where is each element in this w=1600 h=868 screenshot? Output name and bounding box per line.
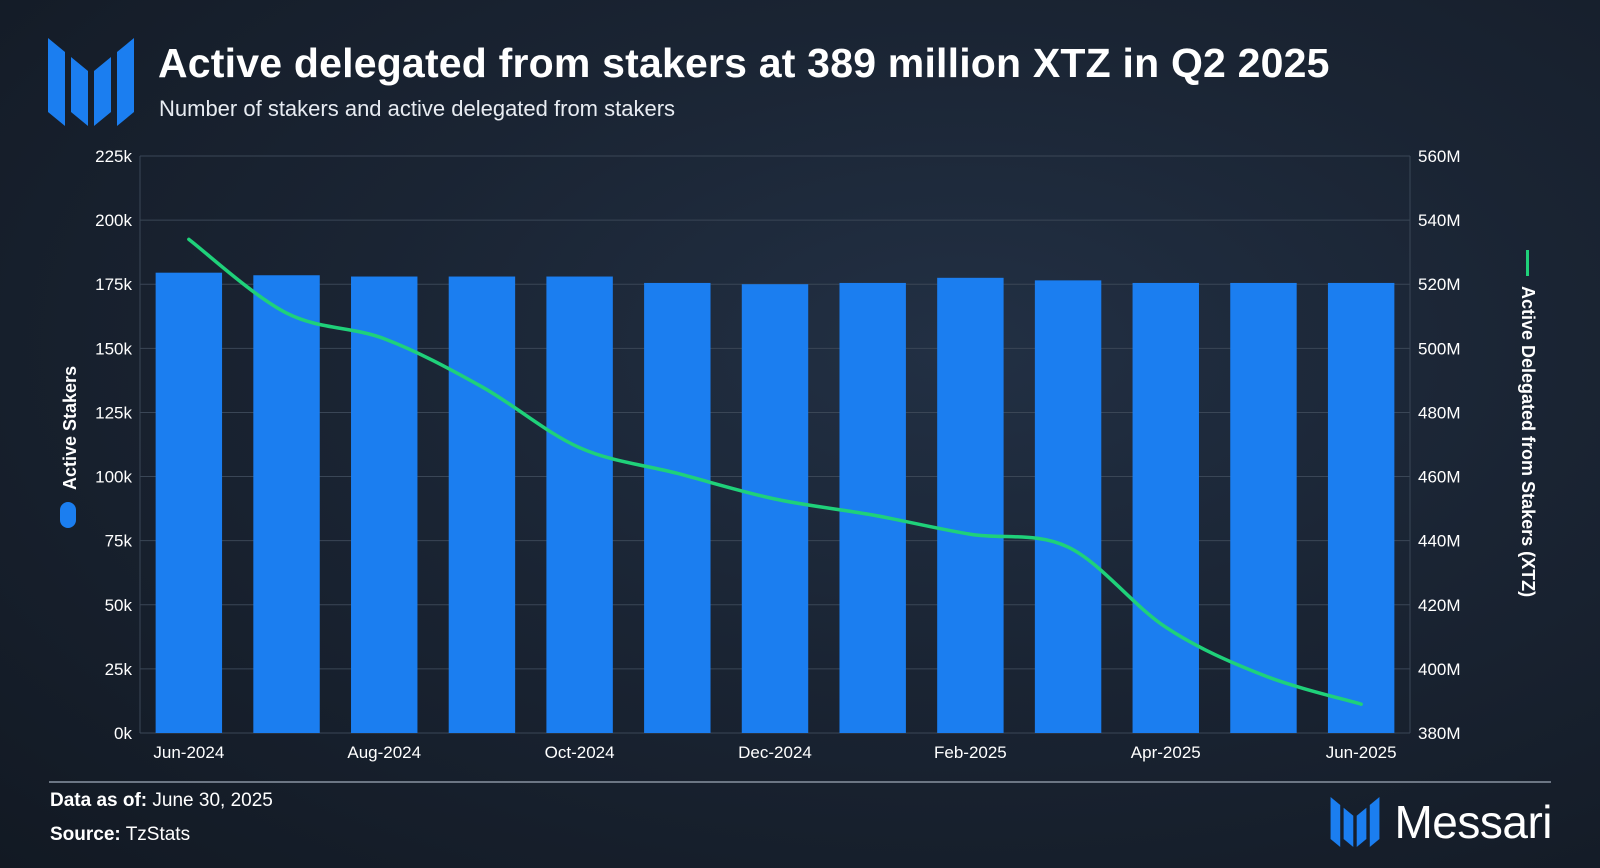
left-axis-ticks: 0k 25k 50k 75k 100k 125k 150k 175k 200k 225k (95, 147, 132, 743)
x-tick-label: Apr-2025 (1131, 743, 1201, 762)
bar (644, 282, 711, 733)
bar (839, 282, 906, 733)
right-tick-label: 560M (1418, 147, 1461, 166)
right-tick-label: 500M (1418, 339, 1461, 358)
footer-divider (49, 781, 1551, 783)
left-tick-label: 0k (114, 724, 132, 743)
x-tick-label: Aug-2024 (347, 743, 421, 762)
x-tick-label: Feb-2025 (934, 743, 1007, 762)
bar (155, 272, 223, 733)
line-series-path (187, 237, 1363, 706)
bar (253, 275, 320, 733)
right-tick-label: 440M (1418, 532, 1461, 551)
messari-logo-icon (48, 38, 134, 126)
left-legend-swatch (60, 502, 76, 528)
left-tick-label: 125k (95, 403, 132, 422)
left-tick-label: 175k (95, 275, 132, 294)
brand-name: Messari (1394, 796, 1552, 848)
source-value: TzStats (125, 824, 191, 845)
chart-subtitle: Number of stakers and active delegated f… (159, 96, 676, 121)
x-tick-label: Dec-2024 (738, 743, 812, 762)
data-as-of-label: Data as of: (50, 790, 148, 811)
data-as-of-value: June 30, 2025 (152, 790, 273, 811)
source-label: Source: (50, 824, 121, 845)
left-axis-title: Active Stakers (60, 366, 80, 528)
chart-area: 0k 25k 50k 75k 100k 125k 150k 175k 200k 225k 380M… (60, 147, 1538, 762)
right-tick-label: 380M (1418, 724, 1461, 743)
right-tick-label: 460M (1418, 468, 1461, 487)
bar (741, 284, 809, 733)
line-series (187, 237, 1363, 706)
right-tick-label: 480M (1418, 403, 1461, 422)
right-tick-label: 420M (1418, 596, 1461, 615)
left-axis-label: Active Stakers (60, 366, 80, 490)
bar (1034, 280, 1102, 733)
right-axis-label: Active Delegated from Stakers (XTZ) (1518, 286, 1538, 597)
x-tick-label: Jun-2024 (153, 743, 224, 762)
left-tick-label: 150k (95, 339, 132, 358)
right-legend-swatch (1526, 250, 1529, 276)
right-axis-title: Active Delegated from Stakers (XTZ) (1518, 250, 1538, 597)
bar-series (155, 272, 1395, 733)
bar (351, 276, 418, 733)
x-axis-ticks: Jun-2024 Aug-2024 Oct-2024 Dec-2024 Feb-2025… (153, 743, 1396, 762)
right-tick-label: 400M (1418, 660, 1461, 679)
left-tick-label: 225k (95, 147, 132, 166)
right-tick-label: 540M (1418, 211, 1461, 230)
data-as-of: Data as of: June 30, 2025 (50, 790, 273, 812)
bar (1230, 282, 1297, 733)
x-tick-label: Oct-2024 (545, 743, 615, 762)
bar (937, 277, 1004, 733)
left-tick-label: 100k (95, 468, 132, 487)
right-axis-ticks: 380M 400M 420M 440M 460M 480M 500M 520M 540M 560M (1418, 147, 1461, 743)
left-tick-label: 75k (105, 532, 133, 551)
bar (448, 276, 516, 733)
left-tick-label: 50k (105, 596, 133, 615)
bar (1132, 282, 1199, 733)
x-tick-label: Jun-2025 (1326, 743, 1397, 762)
right-tick-label: 520M (1418, 275, 1461, 294)
messari-brand-icon (1331, 797, 1380, 847)
source: Source: TzStats (50, 824, 190, 846)
bar (1327, 282, 1395, 733)
chart-title: Active delegated from stakers at 389 mil… (158, 40, 1330, 86)
left-tick-label: 200k (95, 211, 132, 230)
bar (546, 276, 613, 733)
brand-logo: Messari (1330, 796, 1552, 848)
left-tick-label: 25k (105, 660, 133, 679)
